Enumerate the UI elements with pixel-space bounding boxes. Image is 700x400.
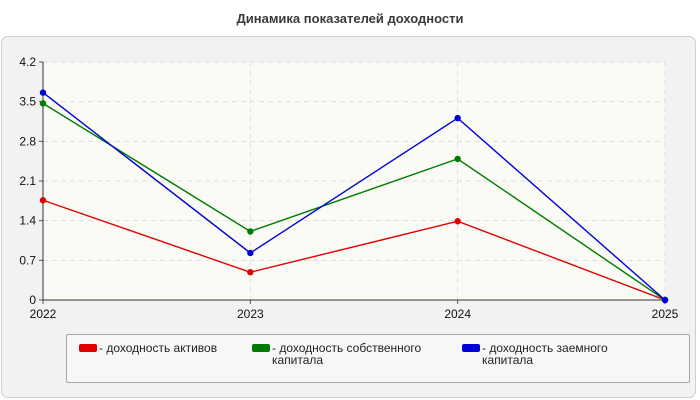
series-1-point <box>39 100 47 107</box>
y-tick-label: 0 <box>29 293 36 307</box>
legend-swatch-equity <box>252 344 270 352</box>
series-line-1 <box>42 102 666 301</box>
y-tick-label: 3.5 <box>19 95 36 109</box>
series-2-point <box>661 296 669 304</box>
legend-swatch-assets <box>79 344 97 352</box>
series-line-0 <box>42 199 666 301</box>
x-tick-label: 2025 <box>652 307 679 321</box>
legend-label-assets: - доходность активов <box>99 341 218 355</box>
series-0-point <box>39 197 47 204</box>
series-1-point <box>454 155 461 163</box>
y-tick-label: 0.7 <box>19 253 36 267</box>
chart-title: Динамика показателей доходности <box>236 11 464 26</box>
series-0-point <box>454 218 461 225</box>
x-tick-label: 2023 <box>237 307 264 321</box>
legend-label-debt: - доходность заемного капитала <box>482 341 608 367</box>
x-tick-label: 2022 <box>30 307 57 321</box>
series-2-point <box>454 114 461 122</box>
y-tick-label: 2.1 <box>19 174 36 188</box>
x-tick-label: 2024 <box>444 307 471 321</box>
y-tick-label: 2.8 <box>19 134 36 148</box>
chart-legend: - доходность активов - доходность собств… <box>66 334 690 383</box>
series-2-point <box>247 249 254 257</box>
series-2-point <box>39 89 47 96</box>
series-line-2 <box>42 92 666 301</box>
legend-swatch-debt <box>462 344 480 352</box>
legend-label-equity: - доходность собственного капитала <box>272 341 422 367</box>
y-tick-label: 4.2 <box>19 55 36 69</box>
series-1-point <box>247 228 254 235</box>
y-tick-label: 1.4 <box>19 214 36 228</box>
series-0-point <box>247 269 254 276</box>
